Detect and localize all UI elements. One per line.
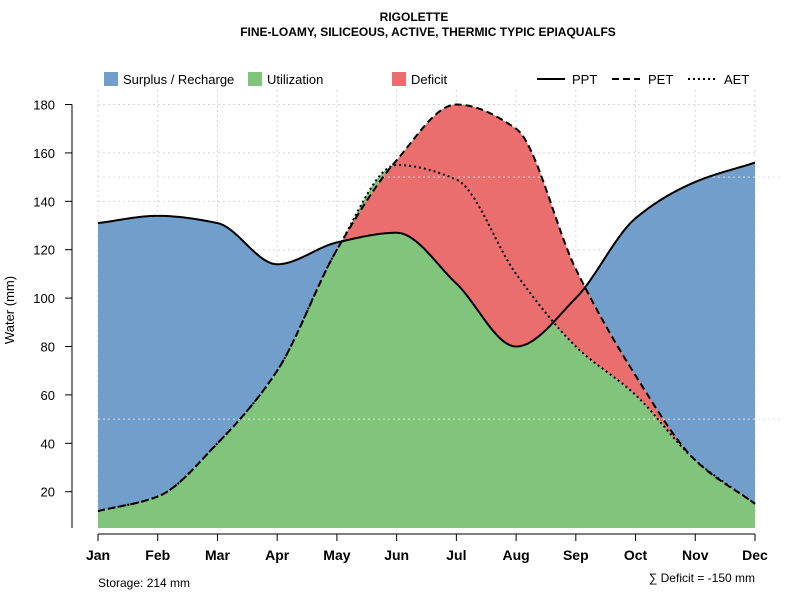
x-tick-label-aug: Aug <box>502 547 529 563</box>
x-tick-label-apr: Apr <box>265 547 290 563</box>
x-tick-label-jul: Jul <box>446 547 466 563</box>
series-line-pet <box>97 103 756 513</box>
y-tick-label: 60 <box>41 388 55 403</box>
legend-label-pet: PET <box>648 72 673 87</box>
storage-note: Storage: 214 mm <box>98 576 190 590</box>
series-lines <box>97 103 756 513</box>
y-tick-label: 100 <box>33 291 55 306</box>
chart-subtitle: FINE-LOAMY, SILICEOUS, ACTIVE, THERMIC T… <box>240 25 616 39</box>
x-tick-label-jun: Jun <box>384 547 409 563</box>
y-tick-label: 20 <box>41 485 55 500</box>
legend-swatch-surplus <box>104 72 118 86</box>
x-tick-label-jan: Jan <box>86 547 110 563</box>
area-utilization <box>98 165 755 528</box>
legend: Surplus / Recharge Utilization Deficit P… <box>104 72 749 87</box>
y-tick-label: 80 <box>41 340 55 355</box>
legend-label-utilization: Utilization <box>267 72 323 87</box>
legend-label-surplus: Surplus / Recharge <box>123 72 234 87</box>
legend-swatch-deficit <box>392 72 406 86</box>
y-tick-label: 180 <box>33 98 55 113</box>
x-tick-label-sep: Sep <box>563 547 589 563</box>
x-tick-label-nov: Nov <box>682 547 709 563</box>
areas <box>98 104 755 528</box>
series-line-ppt <box>97 161 756 348</box>
area-surplus-recharge <box>98 162 755 512</box>
deficit-note: ∑ Deficit = -150 mm <box>649 571 755 585</box>
chart-title: RIGOLETTE <box>380 10 449 24</box>
x-tick-label-mar: Mar <box>205 547 230 563</box>
y-tick-label: 140 <box>33 194 55 209</box>
x-tick-label-dec: Dec <box>742 547 768 563</box>
legend-label-aet: AET <box>724 72 749 87</box>
area-deficit <box>98 104 755 512</box>
y-axis-label: Water (mm) <box>2 276 17 344</box>
y-tick-label: 40 <box>41 436 55 451</box>
legend-swatch-utilization <box>248 72 262 86</box>
legend-label-ppt: PPT <box>572 72 597 87</box>
legend-label-deficit: Deficit <box>411 72 448 87</box>
x-tick-label-may: May <box>323 547 350 563</box>
axes: 20 40 60 80 100 120 140 160 180 Jan Feb Mar Apr May Ju… <box>33 98 768 563</box>
reference-lines <box>98 176 782 420</box>
x-tick-label-feb: Feb <box>145 547 170 563</box>
x-tick-label-oct: Oct <box>624 547 648 563</box>
y-tick-label: 160 <box>33 146 55 161</box>
y-tick-label: 120 <box>33 243 55 258</box>
